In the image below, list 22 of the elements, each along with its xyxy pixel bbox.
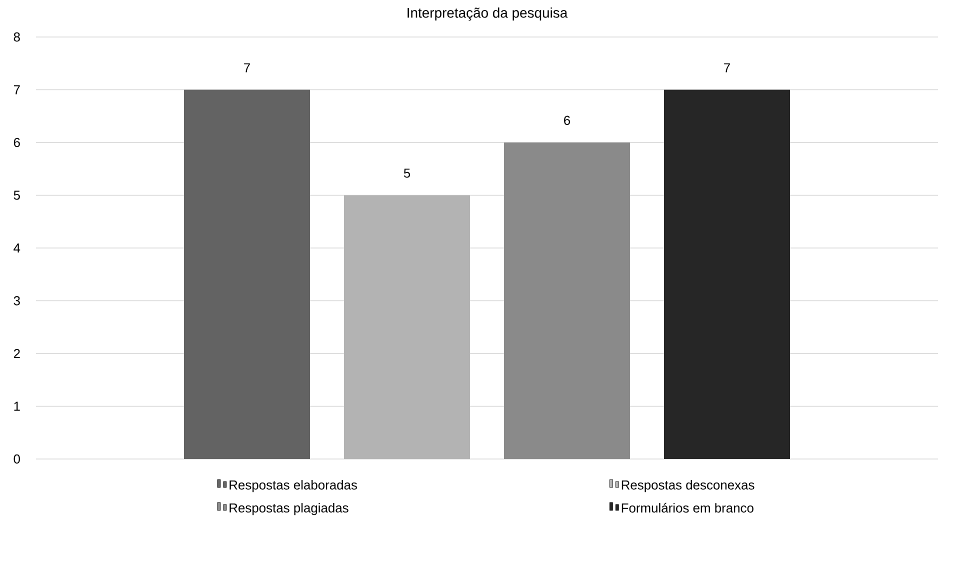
bar (344, 195, 470, 459)
y-tick-label: 0 (14, 454, 20, 464)
y-tick-label: 3 (14, 296, 20, 306)
chart-title: Interpretação da pesquisa (408, 8, 568, 21)
bar (504, 142, 630, 459)
bar (664, 90, 790, 459)
y-tick-label: 6 (14, 138, 20, 148)
y-tick-label: 1 (14, 402, 20, 411)
legend-label: Respostas plagiadas (230, 502, 348, 516)
bar (184, 90, 310, 459)
y-tick-label: 7 (14, 85, 20, 94)
data-label: 6 (564, 116, 570, 125)
legend-label: Respostas elaboradas (230, 480, 357, 492)
data-label: 5 (404, 168, 410, 178)
data-label: 7 (244, 63, 250, 72)
y-tick-label: 2 (14, 348, 20, 358)
data-label: 7 (724, 63, 730, 72)
legend-label: Formulários em branco (622, 502, 754, 513)
y-tick-label: 5 (14, 190, 20, 200)
y-tick-label: 4 (14, 244, 20, 252)
legend-label: Respostas desconexas (622, 480, 754, 492)
y-tick-label: 8 (14, 32, 20, 42)
